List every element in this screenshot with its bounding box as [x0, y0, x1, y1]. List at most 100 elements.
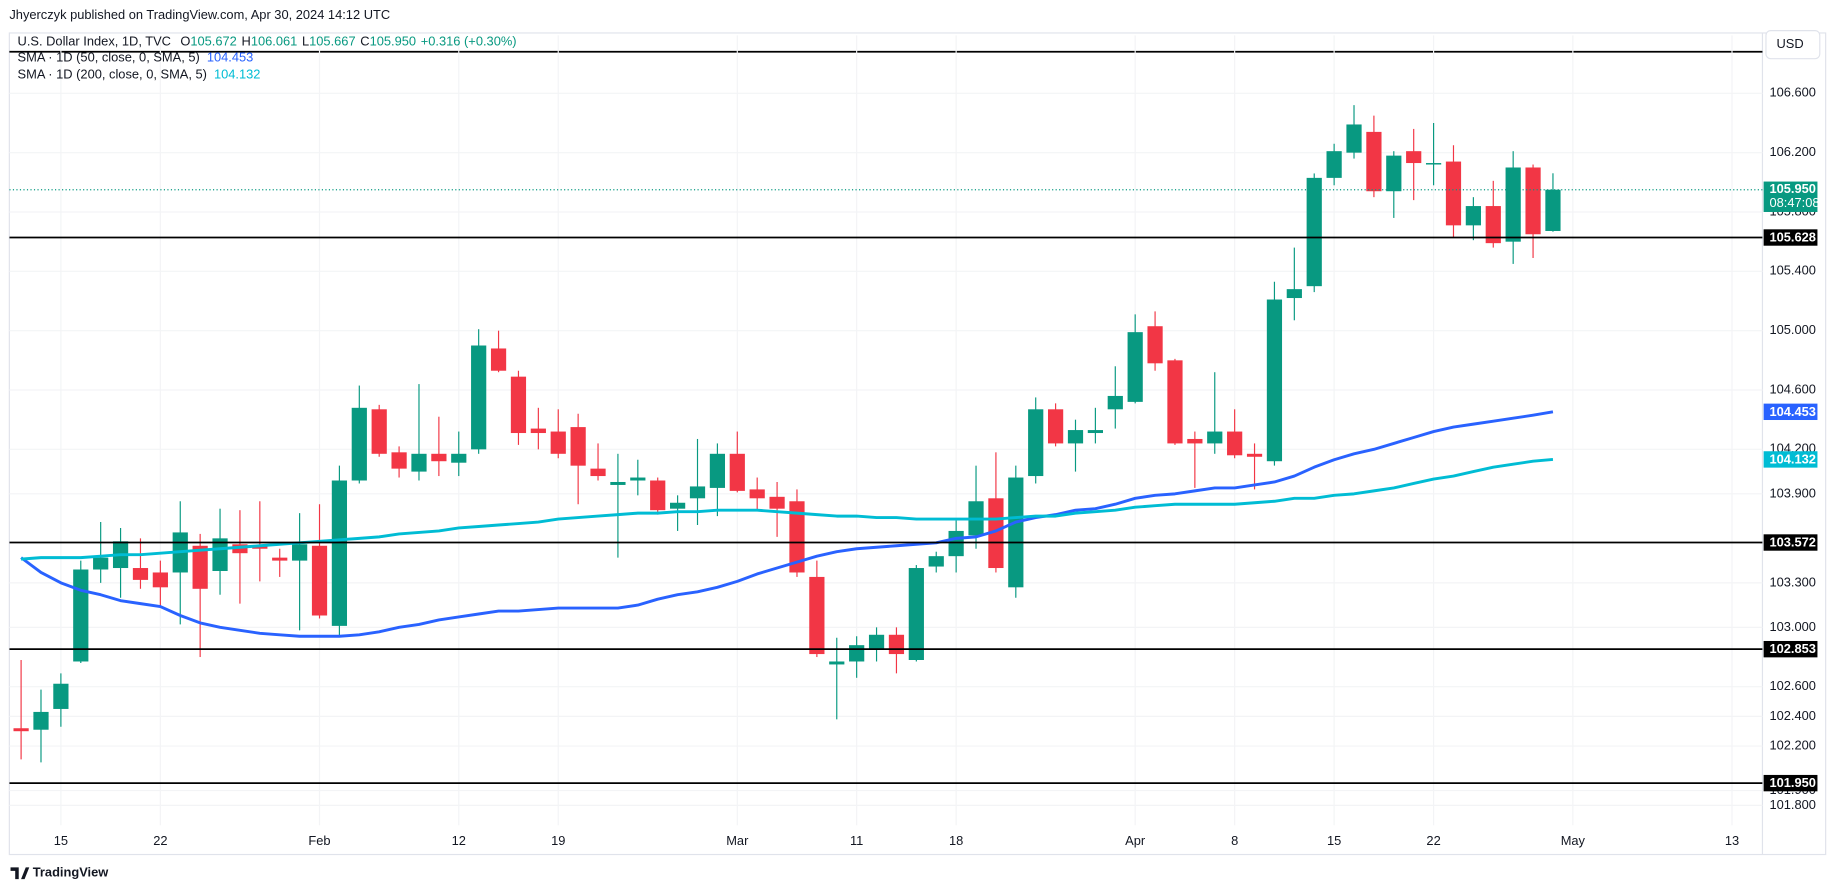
x-tick-label: 18 [949, 833, 963, 848]
candle-body [1465, 206, 1481, 226]
candle-body [1047, 409, 1064, 444]
candle-body [471, 345, 487, 450]
ohlc-value: 105.950 [370, 34, 416, 49]
x-tick-label: Mar [726, 833, 749, 848]
x-tick-label: Apr [1125, 833, 1146, 848]
candle-body [928, 556, 944, 567]
brand-name: TradingView [33, 865, 110, 880]
x-tick-label: 19 [551, 833, 565, 848]
candle-body [212, 538, 228, 571]
candle-body [1147, 326, 1163, 364]
y-tick-label: 106.600 [1769, 85, 1815, 100]
y-tick-label: 104.600 [1769, 381, 1815, 396]
symbol-title: U.S. Dollar Index, 1D, TVC [18, 34, 171, 49]
grid [9, 35, 1763, 826]
sma-value: 104.453 [207, 50, 253, 65]
candle-body [1406, 151, 1422, 164]
candle-body [709, 453, 726, 488]
candle-body [749, 489, 765, 499]
candle-body [1366, 131, 1382, 192]
sma-line [20, 410, 1554, 638]
sma-price-box [1763, 403, 1818, 421]
candle-body [908, 568, 924, 660]
sma-price-label: 104.132 [1769, 451, 1815, 466]
x-tick-label: May [1561, 833, 1586, 848]
candle-body [849, 645, 865, 662]
candle-body [570, 427, 586, 466]
currency-button[interactable] [1765, 30, 1821, 60]
candle-body [650, 480, 666, 511]
candle-body [1246, 453, 1263, 457]
candle-body [868, 634, 885, 650]
sma-legend: SMA · 1D (50, close, 0, SMA, 5) 104.453 [18, 50, 254, 65]
candle-body [610, 481, 626, 485]
sma-name: SMA · 1D (50, close, 0, SMA, 5) [18, 50, 200, 65]
candle-body [1227, 431, 1243, 456]
ohlc-value: 105.667 [309, 34, 355, 49]
publisher-line: Jhyerczyk published on TradingView.com, … [9, 7, 390, 22]
candle-body [769, 496, 785, 509]
candle-body [1445, 161, 1462, 226]
sma-legend: SMA · 1D (200, close, 0, SMA, 5) 104.132 [18, 67, 261, 82]
x-tick-label: 13 [1725, 833, 1739, 848]
candle-body [729, 453, 745, 491]
candle-body [948, 530, 964, 557]
candle-body [33, 711, 49, 730]
sma-line [20, 457, 1554, 561]
symbol-legend: U.S. Dollar Index, 1D, TVC O105.672 H106.0… [18, 34, 517, 49]
x-tick-label: 15 [54, 833, 68, 848]
candle-body [1127, 332, 1143, 402]
x-tick-label: 15 [1327, 833, 1341, 848]
chart-frame [8, 32, 1827, 856]
candle-body [351, 407, 367, 481]
candle-body [1286, 289, 1302, 299]
candle-body [311, 545, 328, 616]
candle-body [670, 502, 686, 509]
candle-body [1505, 167, 1521, 242]
ohlc-value: 105.672 [190, 34, 236, 49]
candle-body [1187, 438, 1203, 444]
countdown-label: 08:47:08 [1769, 195, 1819, 210]
y-tick-label: 102.200 [1769, 737, 1815, 752]
price-label-box [1763, 229, 1818, 246]
price-label-box [1763, 774, 1818, 792]
y-tick-label: 102.400 [1769, 708, 1815, 723]
candle-body [630, 477, 646, 481]
candle-body [451, 453, 467, 463]
y-tick-label: 103.900 [1769, 485, 1815, 500]
x-tick-label: 8 [1231, 833, 1238, 848]
candle-body [789, 501, 805, 573]
y-tick-label: 102.600 [1769, 678, 1815, 693]
y-tick-label: 105.400 [1769, 263, 1815, 278]
candle-body [1107, 395, 1123, 410]
candle-body [1087, 430, 1103, 434]
ohlc-letter: O [180, 34, 190, 49]
candle-body [550, 431, 566, 454]
candle-body [829, 661, 845, 665]
candle-body [132, 568, 149, 580]
candle-body [1266, 299, 1283, 462]
candle-body [1346, 124, 1362, 153]
candle-body [490, 348, 507, 371]
ohlc-letter: H [242, 34, 251, 49]
ohlc-value: 106.061 [251, 34, 297, 49]
price-label: 105.628 [1769, 230, 1815, 245]
ohlc-letter: C [360, 34, 369, 49]
price-label-box [1763, 534, 1818, 551]
candle-body [689, 486, 706, 499]
currency-label[interactable]: USD [1776, 36, 1803, 51]
candle-body [1386, 155, 1402, 192]
axes: 106.600106.200105.800105.400105.000104.6… [54, 85, 1820, 848]
price-label-box [1763, 640, 1818, 658]
candle-body [1306, 177, 1322, 287]
legend: U.S. Dollar Index, 1D, TVC O105.672 H106.0… [18, 34, 517, 82]
last-price-label: 105.950 [1769, 181, 1815, 196]
price-label: 102.853 [1769, 641, 1815, 656]
y-tick-label: 106.200 [1769, 144, 1815, 159]
candle-body [1028, 409, 1044, 477]
candle-body [530, 428, 546, 434]
candle-body [510, 376, 527, 434]
candle-body [331, 480, 348, 626]
candle-body [252, 545, 268, 549]
